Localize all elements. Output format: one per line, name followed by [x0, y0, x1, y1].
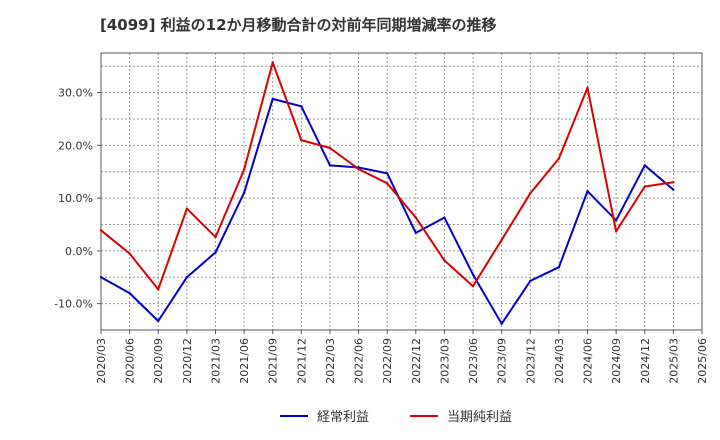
y-tick-label: -10.0%: [54, 298, 93, 311]
data-point: [614, 230, 618, 233]
x-tick-label: 2022/03: [324, 338, 337, 384]
y-tick-label: 30.0%: [58, 87, 93, 100]
data-point: [157, 288, 160, 291]
y-tick-label: 20.0%: [58, 139, 93, 152]
x-tick-label: 2024/06: [582, 338, 595, 384]
x-tick-label: 2020/03: [95, 338, 108, 384]
x-tick-label: 2025/06: [696, 338, 709, 384]
data-point: [529, 279, 532, 283]
data-point: [271, 61, 274, 64]
data-point: [643, 164, 646, 167]
x-tick-label: 2020/12: [181, 338, 194, 384]
data-point: [185, 276, 189, 279]
x-tick-label: 2020/09: [152, 338, 165, 384]
data-point: [500, 322, 503, 325]
data-point: [214, 235, 217, 239]
data-point: [157, 319, 160, 323]
data-point: [414, 231, 418, 235]
plot-border: [100, 52, 703, 331]
x-tick-label: 2024/09: [610, 338, 623, 384]
data-point: [271, 97, 274, 101]
x-tick-label: 2022/06: [353, 338, 366, 384]
x-tick-label: 2021/09: [267, 338, 280, 384]
data-point: [643, 185, 646, 188]
data-point: [300, 138, 303, 142]
data-point: [672, 188, 675, 191]
data-point: [586, 190, 589, 193]
data-point: [185, 207, 189, 210]
legend-label-1: 経常利益: [317, 410, 369, 425]
data-point: [443, 216, 446, 219]
data-point: [557, 157, 561, 160]
data-point: [414, 216, 418, 219]
data-point: [385, 182, 389, 185]
x-tick-label: 2022/09: [381, 338, 394, 384]
data-point: [128, 252, 131, 255]
x-tick-label: 2021/06: [238, 338, 251, 384]
data-point: [385, 172, 389, 175]
data-point: [357, 167, 360, 171]
x-tick-label: 2021/03: [209, 338, 222, 384]
data-point: [471, 285, 475, 288]
data-point: [214, 251, 217, 254]
data-point: [300, 105, 303, 108]
x-tick-label: 2021/12: [295, 338, 308, 384]
data-point: [529, 192, 532, 195]
legend-label-2: 当期純利益: [447, 410, 512, 425]
data-point: [471, 273, 475, 276]
data-point: [443, 259, 446, 262]
data-point: [672, 181, 675, 184]
data-point: [614, 219, 618, 222]
x-tick-label: 2023/12: [524, 338, 537, 384]
data-point: [557, 266, 561, 269]
data-point: [242, 168, 246, 171]
data-point: [500, 238, 503, 241]
y-tick-label: 10.0%: [58, 192, 93, 205]
data-point: [586, 86, 589, 90]
x-tick-label: 2023/03: [438, 338, 451, 384]
data-point: [242, 191, 246, 195]
x-tick-label: 2022/12: [410, 338, 423, 384]
data-point: [328, 146, 332, 150]
x-tick-label: 2020/06: [124, 338, 137, 384]
x-tick-label: 2024/12: [639, 338, 652, 384]
x-tick-label: 2023/09: [496, 338, 509, 384]
y-tick-label: 0.0%: [65, 245, 93, 258]
chart-title: [4099] 利益の12か月移動合計の対前年同期増減率の推移: [100, 16, 497, 34]
x-tick-label: 2023/06: [467, 338, 480, 384]
data-point: [99, 229, 103, 232]
data-point: [128, 291, 131, 295]
data-point: [328, 164, 332, 167]
x-tick-label: 2024/03: [553, 338, 566, 384]
x-tick-label: 2025/03: [667, 338, 680, 384]
plot-area: [101, 53, 702, 330]
data-point: [99, 276, 103, 279]
